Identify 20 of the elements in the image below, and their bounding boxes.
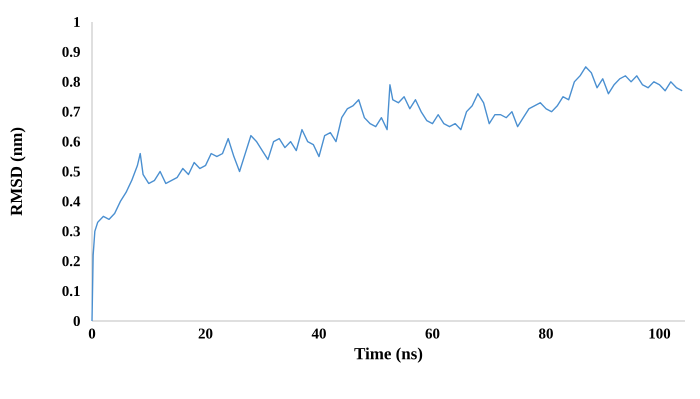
y-tick-label: 0.3 <box>62 226 80 236</box>
x-axis-title: Time (ns) <box>354 347 422 363</box>
x-tick-label: 80 <box>539 328 553 339</box>
y-tick-label: 0.8 <box>62 76 80 87</box>
y-tick-label: 0.4 <box>62 196 80 206</box>
x-tick-label: 20 <box>198 328 212 339</box>
y-tick-label: 0.5 <box>62 166 80 177</box>
x-tick-label: 40 <box>312 328 326 339</box>
x-tick-label: 0 <box>88 328 96 339</box>
x-tick-label: 60 <box>426 328 440 339</box>
y-tick-label: 0.2 <box>62 256 80 266</box>
y-axis-title: RMSD (nm) <box>10 128 26 216</box>
y-tick-label: 0.7 <box>62 106 80 117</box>
line-series <box>91 66 683 322</box>
x-tick-label: 100 <box>649 328 670 339</box>
y-tick-label: 0.1 <box>62 286 80 296</box>
y-tick-label: 1 <box>74 17 80 27</box>
y-tick-label: 0 <box>74 316 80 326</box>
y-tick-label: 0.9 <box>62 46 80 57</box>
y-tick-label: 0.6 <box>62 136 80 147</box>
